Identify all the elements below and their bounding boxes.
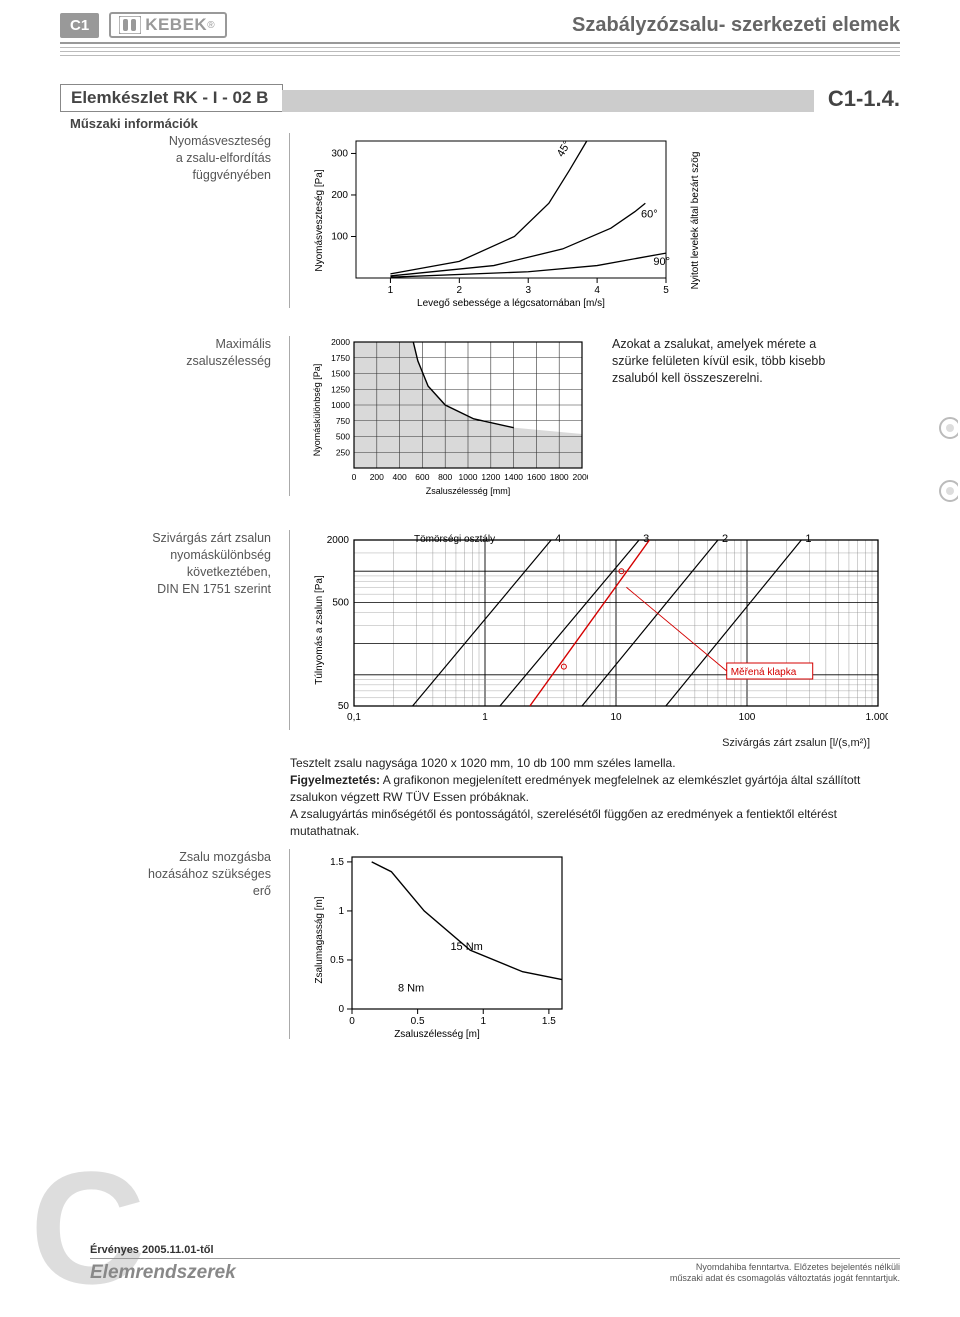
svg-text:Túlnyomás a zsalun [Pa]: Túlnyomás a zsalun [Pa] — [314, 575, 325, 685]
leakage-chart: 4 3 2 1 Tömörségi osztály Měřená klapka 0,1 1 10… — [308, 530, 900, 730]
svg-text:8 Nm: 8 Nm — [398, 983, 424, 995]
brand-logo: KEBEK ® — [109, 12, 226, 38]
footer-title: Elemrendszerek — [90, 1262, 236, 1284]
svg-text:2: 2 — [722, 533, 728, 545]
svg-text:Zsaluszélesség [m]: Zsaluszélesség [m] — [394, 1029, 480, 1039]
torque-chart: 0 0.5 1 1.5 0 0.5 1 1.5 8 Nm 15 Nm Zsalumagasság [… — [308, 849, 900, 1039]
block3-label: Szivárgás zárt zsalun nyomáskülönbség kö… — [60, 530, 271, 598]
svg-text:10: 10 — [610, 712, 622, 723]
svg-text:4: 4 — [594, 285, 600, 296]
svg-text:1: 1 — [338, 906, 344, 917]
svg-text:90°: 90° — [653, 256, 670, 268]
svg-text:5: 5 — [663, 285, 669, 296]
svg-text:0: 0 — [352, 472, 357, 482]
svg-text:1000: 1000 — [459, 472, 478, 482]
section-fill — [282, 90, 813, 112]
svg-text:250: 250 — [336, 447, 350, 457]
svg-text:100: 100 — [331, 231, 348, 242]
block2-label: Maximális zsaluszélesség — [60, 336, 271, 370]
svg-text:Zsaluszélesség [mm]: Zsaluszélesség [mm] — [426, 486, 511, 496]
logo-icon — [119, 16, 141, 34]
section-code: C1-1.4. — [828, 86, 900, 112]
svg-text:3: 3 — [643, 533, 649, 545]
page-badge: C1 — [60, 13, 99, 38]
svg-text:0: 0 — [349, 1016, 355, 1027]
svg-text:Zsalumagasság [m]: Zsalumagasság [m] — [314, 897, 325, 984]
svg-text:200: 200 — [331, 190, 348, 201]
svg-text:1: 1 — [388, 285, 394, 296]
svg-text:0.5: 0.5 — [330, 955, 344, 966]
svg-text:Měřená klapka: Měřená klapka — [731, 667, 797, 678]
leakage-description: Szivárgás zárt zsalun [l/(s,m²)] Tesztel… — [290, 736, 900, 839]
binder-ring-icon — [928, 413, 958, 443]
svg-text:2000: 2000 — [327, 535, 350, 546]
svg-text:1000: 1000 — [331, 400, 350, 410]
svg-text:1250: 1250 — [331, 384, 350, 394]
footer-disclaimer: Nyomdahiba fenntartva. Előzetes bejelent… — [670, 1262, 900, 1285]
svg-text:100: 100 — [739, 712, 756, 723]
svg-text:600: 600 — [415, 472, 429, 482]
svg-text:1: 1 — [480, 1016, 486, 1027]
svg-text:2000: 2000 — [573, 472, 588, 482]
svg-text:60°: 60° — [641, 209, 658, 221]
svg-text:4: 4 — [555, 533, 561, 545]
svg-text:15 Nm: 15 Nm — [450, 942, 482, 954]
svg-text:300: 300 — [331, 148, 348, 159]
svg-text:0: 0 — [338, 1004, 344, 1015]
logo-text: KEBEK — [145, 15, 207, 35]
svg-text:3: 3 — [525, 285, 531, 296]
section-subhead: Műszaki információk — [70, 116, 960, 131]
footer-valid-from: Érvényes 2005.11.01-től — [90, 1244, 960, 1256]
svg-text:Levegő sebessége a légcsatorná: Levegő sebessége a légcsatornában [m/s] — [417, 298, 605, 308]
svg-text:500: 500 — [332, 597, 349, 608]
svg-text:1500: 1500 — [331, 369, 350, 379]
block1-label: Nyomásveszteség a zsalu-elfordítás függv… — [60, 133, 271, 184]
pressure-loss-chart: 1 2 3 4 5 100 200 300 45° 60° 90° Nyomásveszteség [… — [308, 133, 900, 308]
page-title: Szabályzózsalu- szerkezeti elemek — [572, 14, 900, 37]
svg-text:Nyitott levelek által bezárt s: Nyitott levelek által bezárt szög — [690, 152, 701, 290]
svg-text:Nyomáskülönbség [Pa]: Nyomáskülönbség [Pa] — [312, 364, 322, 457]
svg-text:2: 2 — [457, 285, 463, 296]
svg-text:1200: 1200 — [481, 472, 500, 482]
svg-text:Tömörségi osztály: Tömörségi osztály — [414, 534, 495, 545]
svg-text:1: 1 — [482, 712, 488, 723]
svg-text:Nyomásveszteség [Pa]: Nyomásveszteség [Pa] — [314, 169, 325, 271]
svg-text:1.000: 1.000 — [865, 712, 888, 723]
svg-text:200: 200 — [370, 472, 384, 482]
svg-text:1.5: 1.5 — [542, 1016, 556, 1027]
svg-text:400: 400 — [393, 472, 407, 482]
svg-text:50: 50 — [338, 701, 350, 712]
svg-text:1400: 1400 — [504, 472, 523, 482]
svg-text:0.5: 0.5 — [411, 1016, 425, 1027]
block4-label: Zsalu mozgásba hozásához szükséges erő — [60, 849, 271, 900]
svg-text:0,1: 0,1 — [347, 712, 361, 723]
logo-registered: ® — [207, 20, 214, 31]
svg-text:800: 800 — [438, 472, 452, 482]
svg-text:500: 500 — [336, 432, 350, 442]
svg-text:750: 750 — [336, 416, 350, 426]
svg-text:1.5: 1.5 — [330, 857, 344, 868]
section-title: Elemkészlet RK - I - 02 B — [60, 84, 283, 112]
max-width-chart: 0200400600800100012001400160018002000250… — [308, 336, 588, 496]
svg-text:1: 1 — [805, 533, 811, 545]
binder-ring-icon — [928, 476, 958, 506]
svg-text:45°: 45° — [555, 139, 574, 159]
svg-text:1800: 1800 — [550, 472, 569, 482]
svg-text:1600: 1600 — [527, 472, 546, 482]
block2-note: Azokat a zsalukat, amelyek mérete a szür… — [612, 336, 842, 496]
svg-text:2000: 2000 — [331, 337, 350, 347]
svg-text:1750: 1750 — [331, 353, 350, 363]
